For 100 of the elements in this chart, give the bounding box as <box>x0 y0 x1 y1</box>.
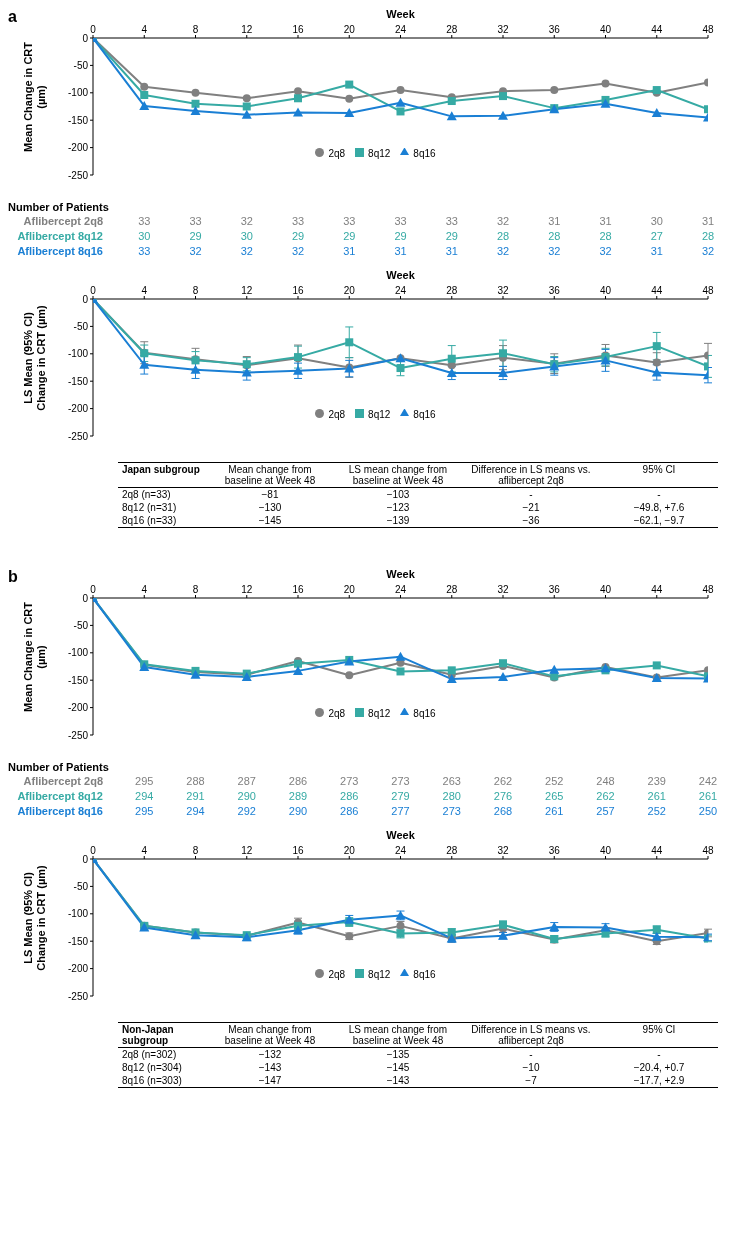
text: 32 <box>700 245 716 257</box>
y-tick-label: 0 <box>82 853 89 865</box>
text: −145 <box>385 1061 411 1074</box>
x-tick-label: 32 <box>497 584 509 595</box>
y-tick-label: 0 <box>82 293 89 305</box>
y-tick-label: -250 <box>67 990 89 1002</box>
text: 257 <box>595 805 616 817</box>
x-tick-label: 4 <box>141 584 148 595</box>
text: −143 <box>385 1074 411 1088</box>
text: −17.7, +2.9 <box>632 1074 686 1088</box>
point <box>396 86 405 95</box>
point <box>345 94 354 103</box>
text: 276 <box>492 790 514 802</box>
y-tick-label: -50 <box>73 320 89 332</box>
point <box>293 107 303 117</box>
x-tick-label: 36 <box>548 24 561 35</box>
point <box>345 671 354 680</box>
x-tick-label: 24 <box>394 845 407 856</box>
x-tick-label: 24 <box>394 285 407 296</box>
text: 277 <box>390 805 411 817</box>
point <box>652 661 661 670</box>
x-tick-label: 48 <box>702 285 714 296</box>
text: 2q8 (n=302) <box>121 1048 178 1061</box>
text: 261 <box>697 790 719 802</box>
point <box>549 664 560 674</box>
text: 33 <box>137 215 152 227</box>
text: 30 <box>649 215 664 227</box>
text: 262 <box>595 790 616 802</box>
text: 28 <box>547 230 562 242</box>
text: 32 <box>188 245 203 257</box>
text: 27 <box>649 230 664 242</box>
text: 29 <box>444 230 459 242</box>
text: 30 <box>239 230 254 242</box>
x-tick-label: 40 <box>599 584 612 595</box>
text: - <box>656 488 662 501</box>
text: Number of Patients <box>8 761 109 773</box>
text: 295 <box>134 775 155 787</box>
text: −147 <box>257 1074 283 1088</box>
text: 8q12 (n=304) <box>121 1061 183 1074</box>
y-tick-label: -150 <box>67 674 89 686</box>
x-tick-label: 12 <box>241 285 253 296</box>
point <box>651 108 662 118</box>
point <box>498 367 508 377</box>
x-tick-label: 36 <box>548 285 561 296</box>
point <box>651 367 662 377</box>
point <box>499 92 507 101</box>
text: −130 <box>257 501 283 514</box>
text: 95% CI <box>641 463 677 477</box>
text: 8q12 (n=31) <box>121 501 178 514</box>
point <box>344 108 355 118</box>
legend-label: 2q8 <box>328 969 346 980</box>
y-tick-label: -250 <box>67 430 89 442</box>
legend-label: 8q12 <box>368 409 391 420</box>
text: 28 <box>700 230 716 242</box>
y-tick-label: -200 <box>67 963 89 975</box>
text: Number of Patients <box>8 201 109 213</box>
text: 292 <box>236 805 257 817</box>
text: 265 <box>544 790 565 802</box>
legend-label: 8q16 <box>413 708 436 719</box>
text: −7 <box>524 1074 538 1088</box>
point <box>190 105 201 115</box>
text: 33 <box>444 215 459 227</box>
text: 286 <box>339 790 360 802</box>
point <box>498 110 508 120</box>
point <box>345 338 354 347</box>
text: 291 <box>185 790 206 802</box>
text: 33 <box>137 245 152 257</box>
text: 31 <box>444 245 459 257</box>
text: −139 <box>385 514 411 528</box>
text: 248 <box>595 775 616 787</box>
text: Aflibercept 2q8 <box>23 775 103 787</box>
y-tick-label: -150 <box>67 375 89 387</box>
text: 261 <box>544 805 565 817</box>
legend-label: 8q16 <box>413 969 436 980</box>
x-tick-label: 8 <box>192 285 199 296</box>
text: 286 <box>339 805 360 817</box>
legend-label: 2q8 <box>328 708 346 719</box>
text: 28 <box>598 230 613 242</box>
text: Difference in LS means vs. aflibercept 2q8 <box>470 1023 592 1048</box>
x-tick-label: 28 <box>446 24 458 35</box>
point <box>139 100 150 110</box>
text: 30 <box>137 230 152 242</box>
text: Mean change from baseline at Week 48 <box>223 1023 317 1048</box>
point <box>499 349 507 358</box>
text: −36 <box>521 514 541 528</box>
x-tick-label: 16 <box>292 285 304 296</box>
x-axis-title: Week <box>385 829 416 841</box>
text: 273 <box>339 775 360 787</box>
x-tick-label: 8 <box>192 24 199 35</box>
text: LS mean change from baseline at Week 48 <box>347 1023 449 1048</box>
text: 8q16 (n=303) <box>121 1074 183 1088</box>
legend-label: 2q8 <box>328 148 346 159</box>
x-tick-label: 4 <box>141 285 148 296</box>
text: 280 <box>441 790 462 802</box>
y-tick-label: -250 <box>67 729 89 741</box>
text: - <box>528 488 534 501</box>
text: 29 <box>342 230 357 242</box>
text: 32 <box>239 245 254 257</box>
text: 31 <box>700 215 716 227</box>
text: −145 <box>257 514 283 528</box>
